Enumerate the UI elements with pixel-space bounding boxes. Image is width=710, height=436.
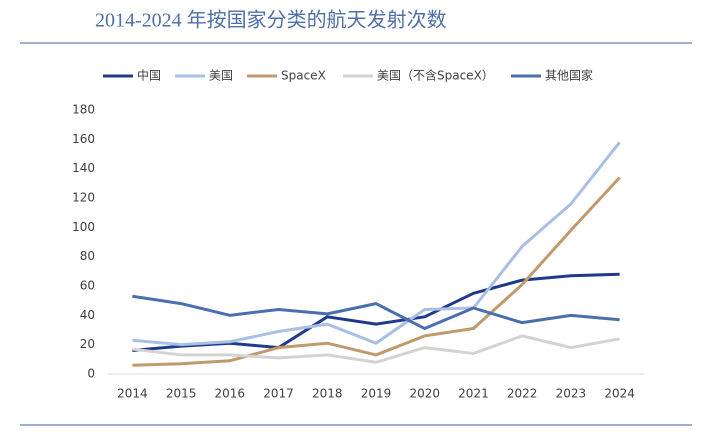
y-tick-label: 20 — [80, 337, 95, 351]
x-tick-label: 2024 — [604, 387, 635, 401]
legend-label: 美国 — [209, 69, 233, 83]
legend-label: 中国 — [137, 68, 161, 83]
y-tick-label: 40 — [80, 308, 95, 322]
x-tick-label: 2015 — [166, 387, 197, 401]
legend-label: SpaceX — [281, 69, 326, 83]
chart-title: 2014-2024 年按国家分类的航天发射次数 — [95, 9, 447, 32]
x-tick-label: 2020 — [409, 387, 440, 401]
x-tick-label: 2019 — [361, 387, 392, 401]
y-tick-label: 120 — [72, 191, 95, 205]
x-tick-label: 2017 — [263, 387, 294, 401]
x-tick-label: 2014 — [117, 387, 148, 401]
series-line — [132, 176, 621, 367]
y-tick-label: 0 — [87, 367, 95, 381]
x-tick-label: 2021 — [458, 387, 489, 401]
y-tick-label: 100 — [72, 220, 95, 234]
legend-label: 美国（不含SpaceX） — [377, 68, 494, 83]
series-line — [132, 272, 620, 353]
x-tick-label: 2016 — [215, 387, 246, 401]
series-line — [132, 141, 621, 347]
x-tick-label: 2018 — [312, 387, 343, 401]
x-tick-label: 2022 — [507, 387, 538, 401]
series-line — [132, 334, 620, 364]
y-tick-label: 180 — [72, 103, 95, 117]
y-tick-label: 60 — [80, 279, 95, 293]
legend-label: 其他国家 — [545, 68, 593, 83]
x-tick-label: 2023 — [556, 387, 587, 401]
series-line — [132, 294, 620, 331]
y-tick-label: 140 — [72, 161, 95, 175]
y-tick-label: 160 — [72, 132, 95, 146]
y-tick-label: 80 — [80, 249, 95, 263]
